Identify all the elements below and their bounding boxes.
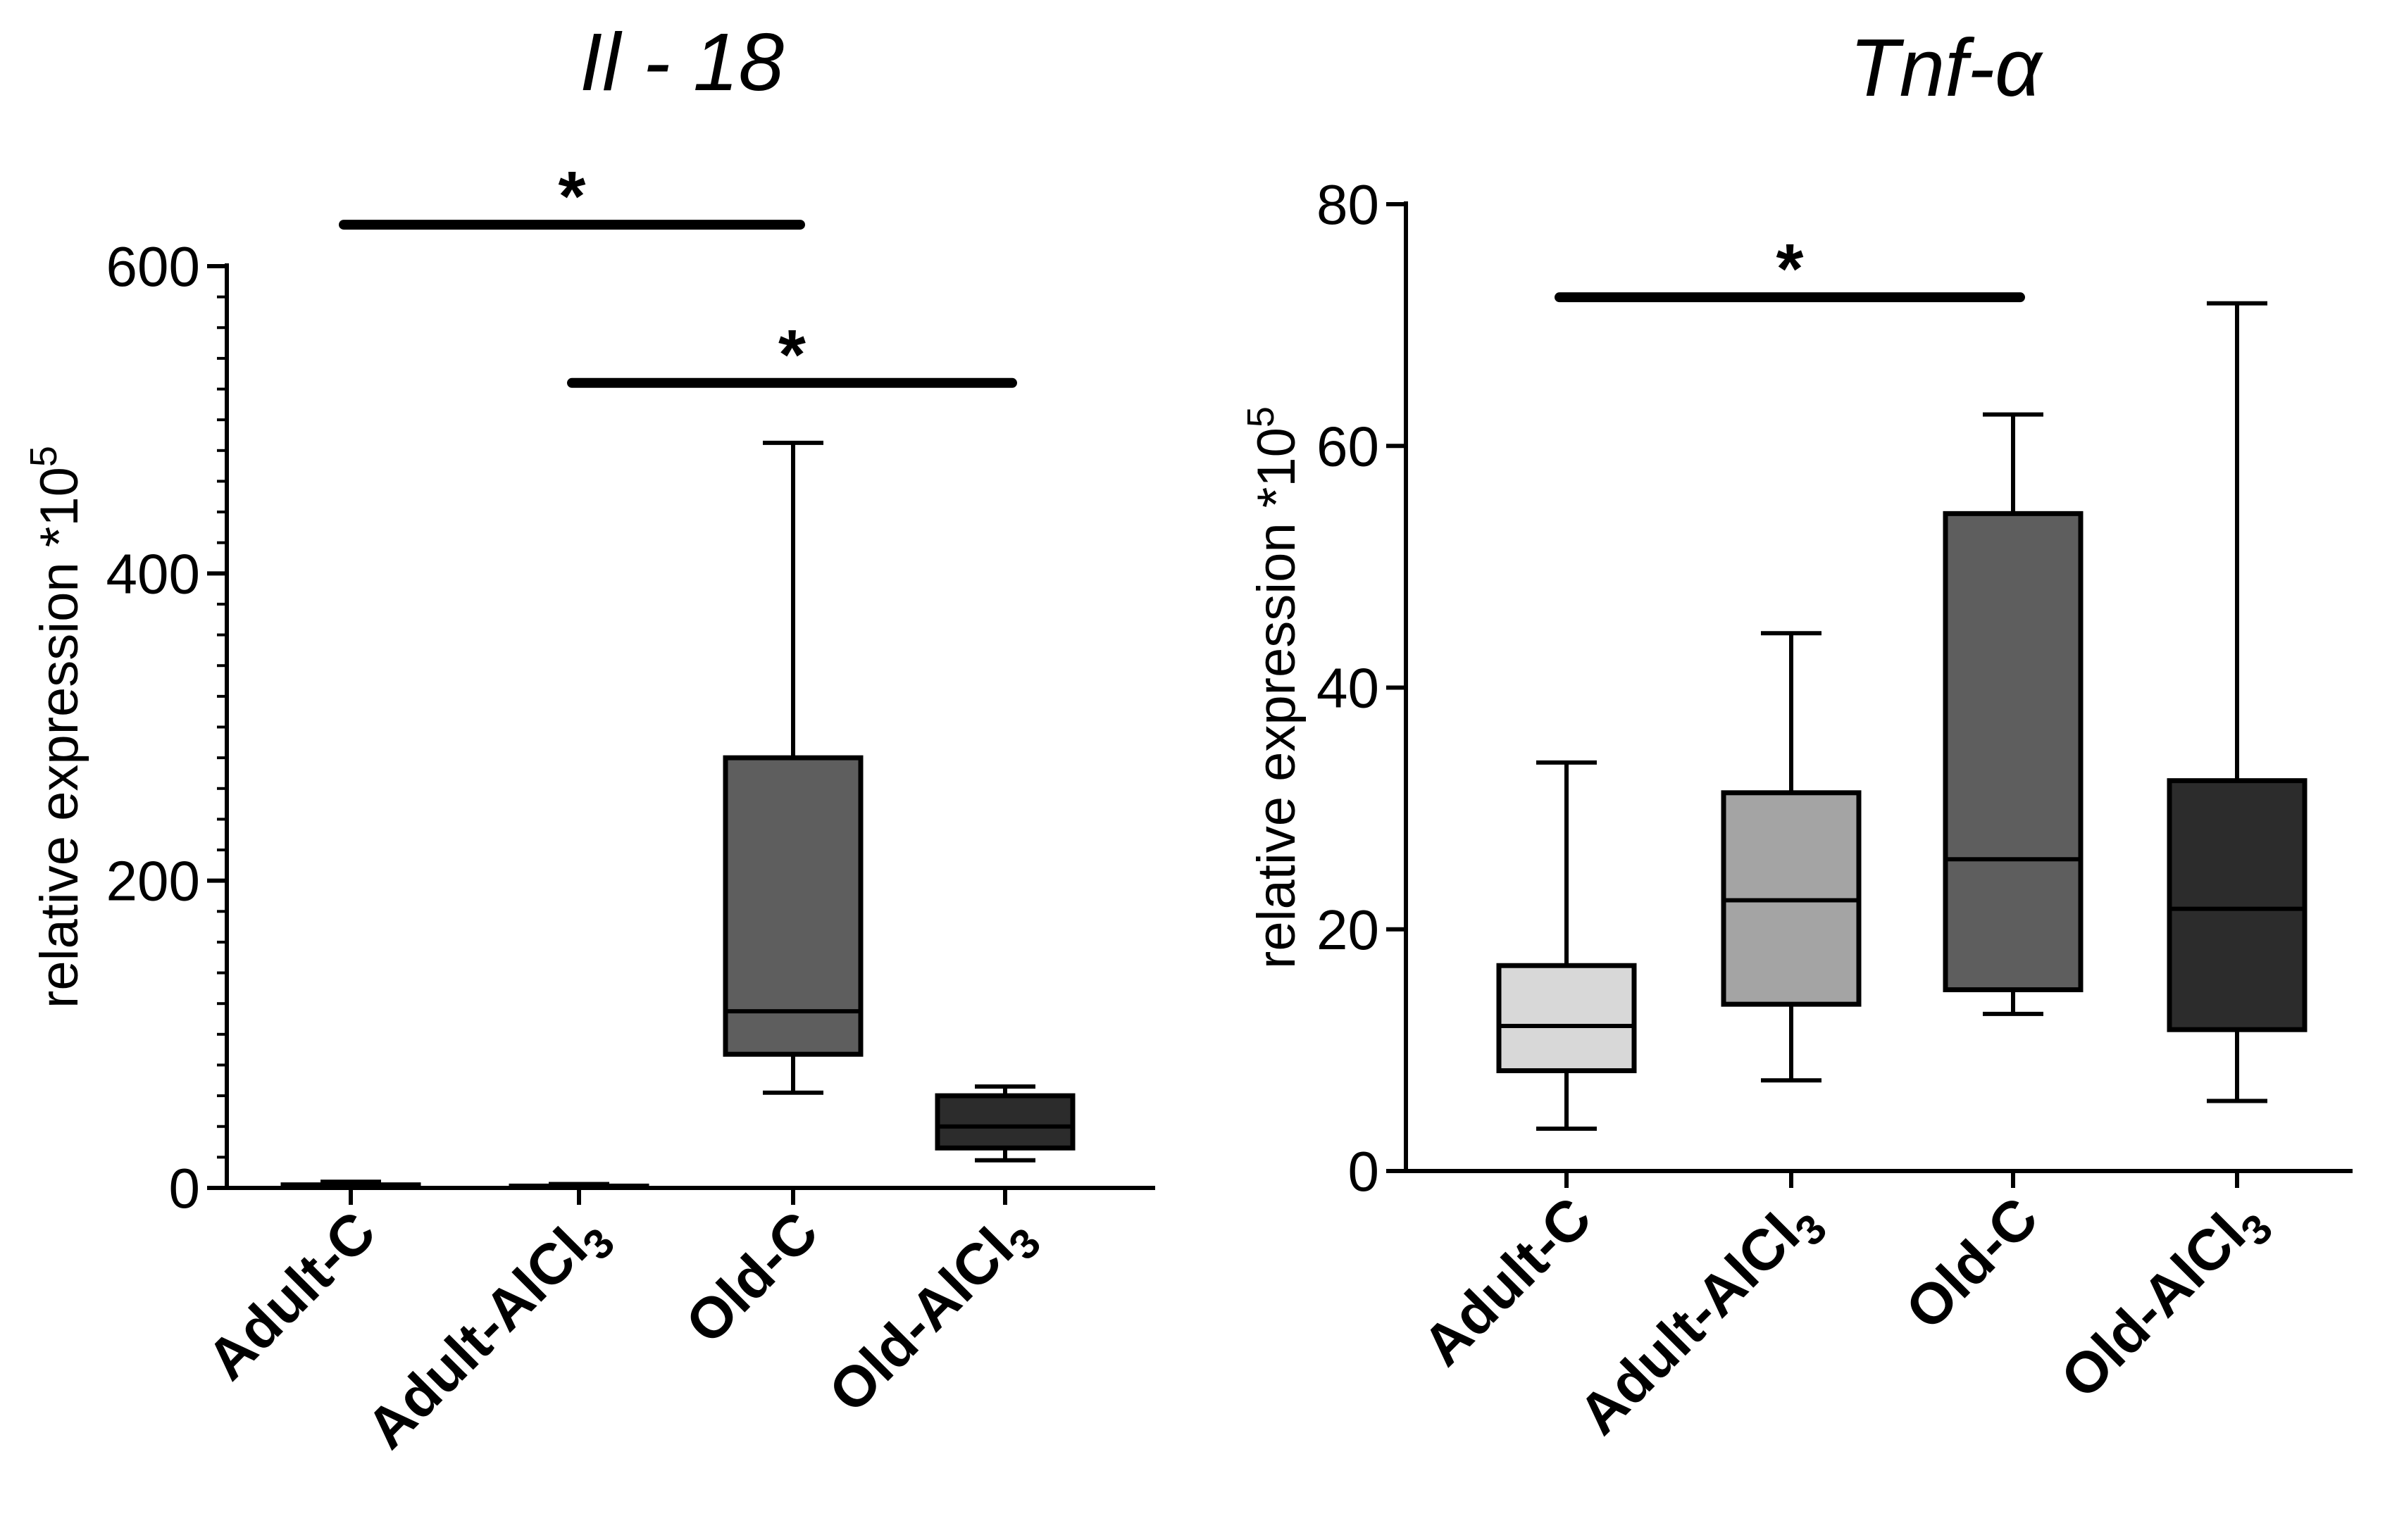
il18-y-tick-label: 200: [106, 850, 200, 913]
il18-panel: Il - 18 0 200 400 600 relative expression *1…: [23, 16, 1155, 1468]
tnf-alpha-box-2: [1721, 631, 1862, 1083]
il18-chart-title: Il - 18: [580, 16, 784, 108]
tnf-alpha-y-tick-label: 80: [1316, 173, 1379, 236]
il18-significance-star: *: [778, 315, 806, 394]
il18-box-2: [509, 1182, 649, 1190]
il18-category-label-subscript: 3: [999, 1219, 1050, 1269]
il18-y-tick-label: 600: [106, 235, 200, 298]
il18-box-3: [723, 440, 864, 1095]
tnf-alpha-category-label: Old-C: [1894, 1185, 2050, 1341]
interquartile-box: [2167, 778, 2308, 1032]
interquartile-box: [723, 755, 864, 1057]
il18-y-axis-label-exponent: 5: [23, 446, 65, 467]
interquartile-box: [1943, 511, 2084, 993]
tnf-alpha-category-label: Old-AlCl3: [2049, 1185, 2281, 1417]
tnf-alpha-box-1: [1496, 760, 1637, 1131]
il18-y-tick-label: 0: [169, 1157, 201, 1220]
il18-category-label-subscript: 3: [573, 1219, 623, 1269]
il18-box-4: [935, 1084, 1076, 1163]
tnf-alpha-category-label-subscript: 3: [2231, 1205, 2281, 1255]
tnf-alpha-y-tick-label: 0: [1348, 1140, 1380, 1203]
il18-significance-star: *: [559, 157, 586, 236]
tnf-alpha-category-label: Adult-AlCl3: [1567, 1185, 1836, 1454]
tnf-alpha-box-4: [2167, 301, 2308, 1103]
il18-y-tick-label: 400: [106, 542, 200, 605]
tnf-alpha-box-3: [1943, 412, 2084, 1016]
il18-box-1: [280, 1179, 421, 1190]
tnf-alpha-category-label-subscript: 3: [1786, 1205, 1836, 1255]
tnf-alpha-y-tick-label: 40: [1316, 657, 1379, 720]
tnf-alpha-category-label: Adult-C: [1411, 1185, 1604, 1378]
tnf-alpha-chart-title: Tnf-α: [1850, 22, 2043, 113]
tnf-alpha-y-axis-label: relative expression *105: [1240, 406, 1307, 969]
il18-category-label: Old-AlCl3: [817, 1199, 1050, 1432]
interquartile-box: [1496, 963, 1637, 1074]
il18-category-label: Adult-AlCl3: [354, 1199, 623, 1468]
tnf-alpha-y-axis-label-exponent: 5: [1240, 406, 1282, 427]
tnf-alpha-y-tick-label: 20: [1316, 899, 1379, 961]
tnf-alpha-panel: Tnf-α 0 20 40 60 80 relative expression *105 A…: [1240, 22, 2353, 1454]
tnf-alpha-significance-star: *: [1776, 230, 1804, 308]
interquartile-box: [935, 1093, 1076, 1151]
il18-category-label: Old-C: [674, 1199, 830, 1356]
il18-category-label: Adult-C: [195, 1199, 388, 1392]
il18-y-axis-label: relative expression *105: [23, 446, 89, 1008]
tnf-alpha-y-tick-label: 60: [1316, 415, 1379, 477]
